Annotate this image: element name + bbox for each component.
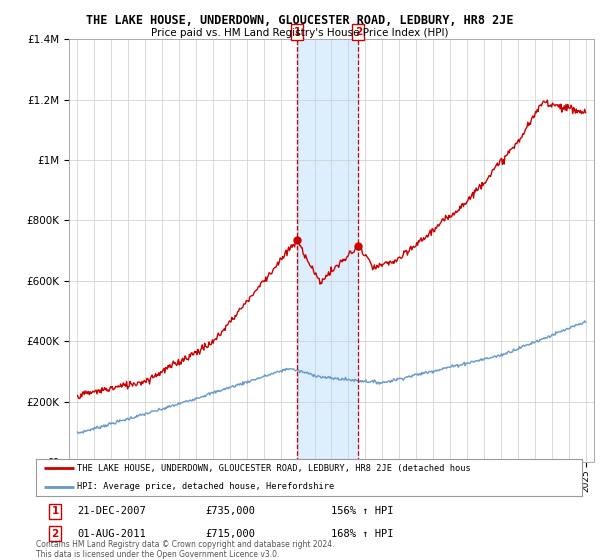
Text: 1: 1 [293, 27, 301, 37]
Text: 2: 2 [355, 27, 362, 37]
Text: Price paid vs. HM Land Registry's House Price Index (HPI): Price paid vs. HM Land Registry's House … [151, 28, 449, 38]
Text: 01-AUG-2011: 01-AUG-2011 [77, 529, 146, 539]
Text: £735,000: £735,000 [205, 506, 255, 516]
Bar [297, 39, 358, 462]
Text: 156% ↑ HPI: 156% ↑ HPI [331, 506, 394, 516]
Text: 1: 1 [52, 506, 59, 516]
Text: THE LAKE HOUSE, UNDERDOWN, GLOUCESTER ROAD, LEDBURY, HR8 2JE: THE LAKE HOUSE, UNDERDOWN, GLOUCESTER RO… [86, 14, 514, 27]
Text: 168% ↑ HPI: 168% ↑ HPI [331, 529, 394, 539]
Text: £715,000: £715,000 [205, 529, 255, 539]
Text: THE LAKE HOUSE, UNDERDOWN, GLOUCESTER ROAD, LEDBURY, HR8 2JE (detached hous: THE LAKE HOUSE, UNDERDOWN, GLOUCESTER RO… [77, 464, 471, 473]
Text: 21-DEC-2007: 21-DEC-2007 [77, 506, 146, 516]
Text: HPI: Average price, detached house, Herefordshire: HPI: Average price, detached house, Here… [77, 482, 334, 491]
Text: Contains HM Land Registry data © Crown copyright and database right 2024.
This d: Contains HM Land Registry data © Crown c… [36, 540, 335, 559]
Text: 2: 2 [52, 529, 59, 539]
